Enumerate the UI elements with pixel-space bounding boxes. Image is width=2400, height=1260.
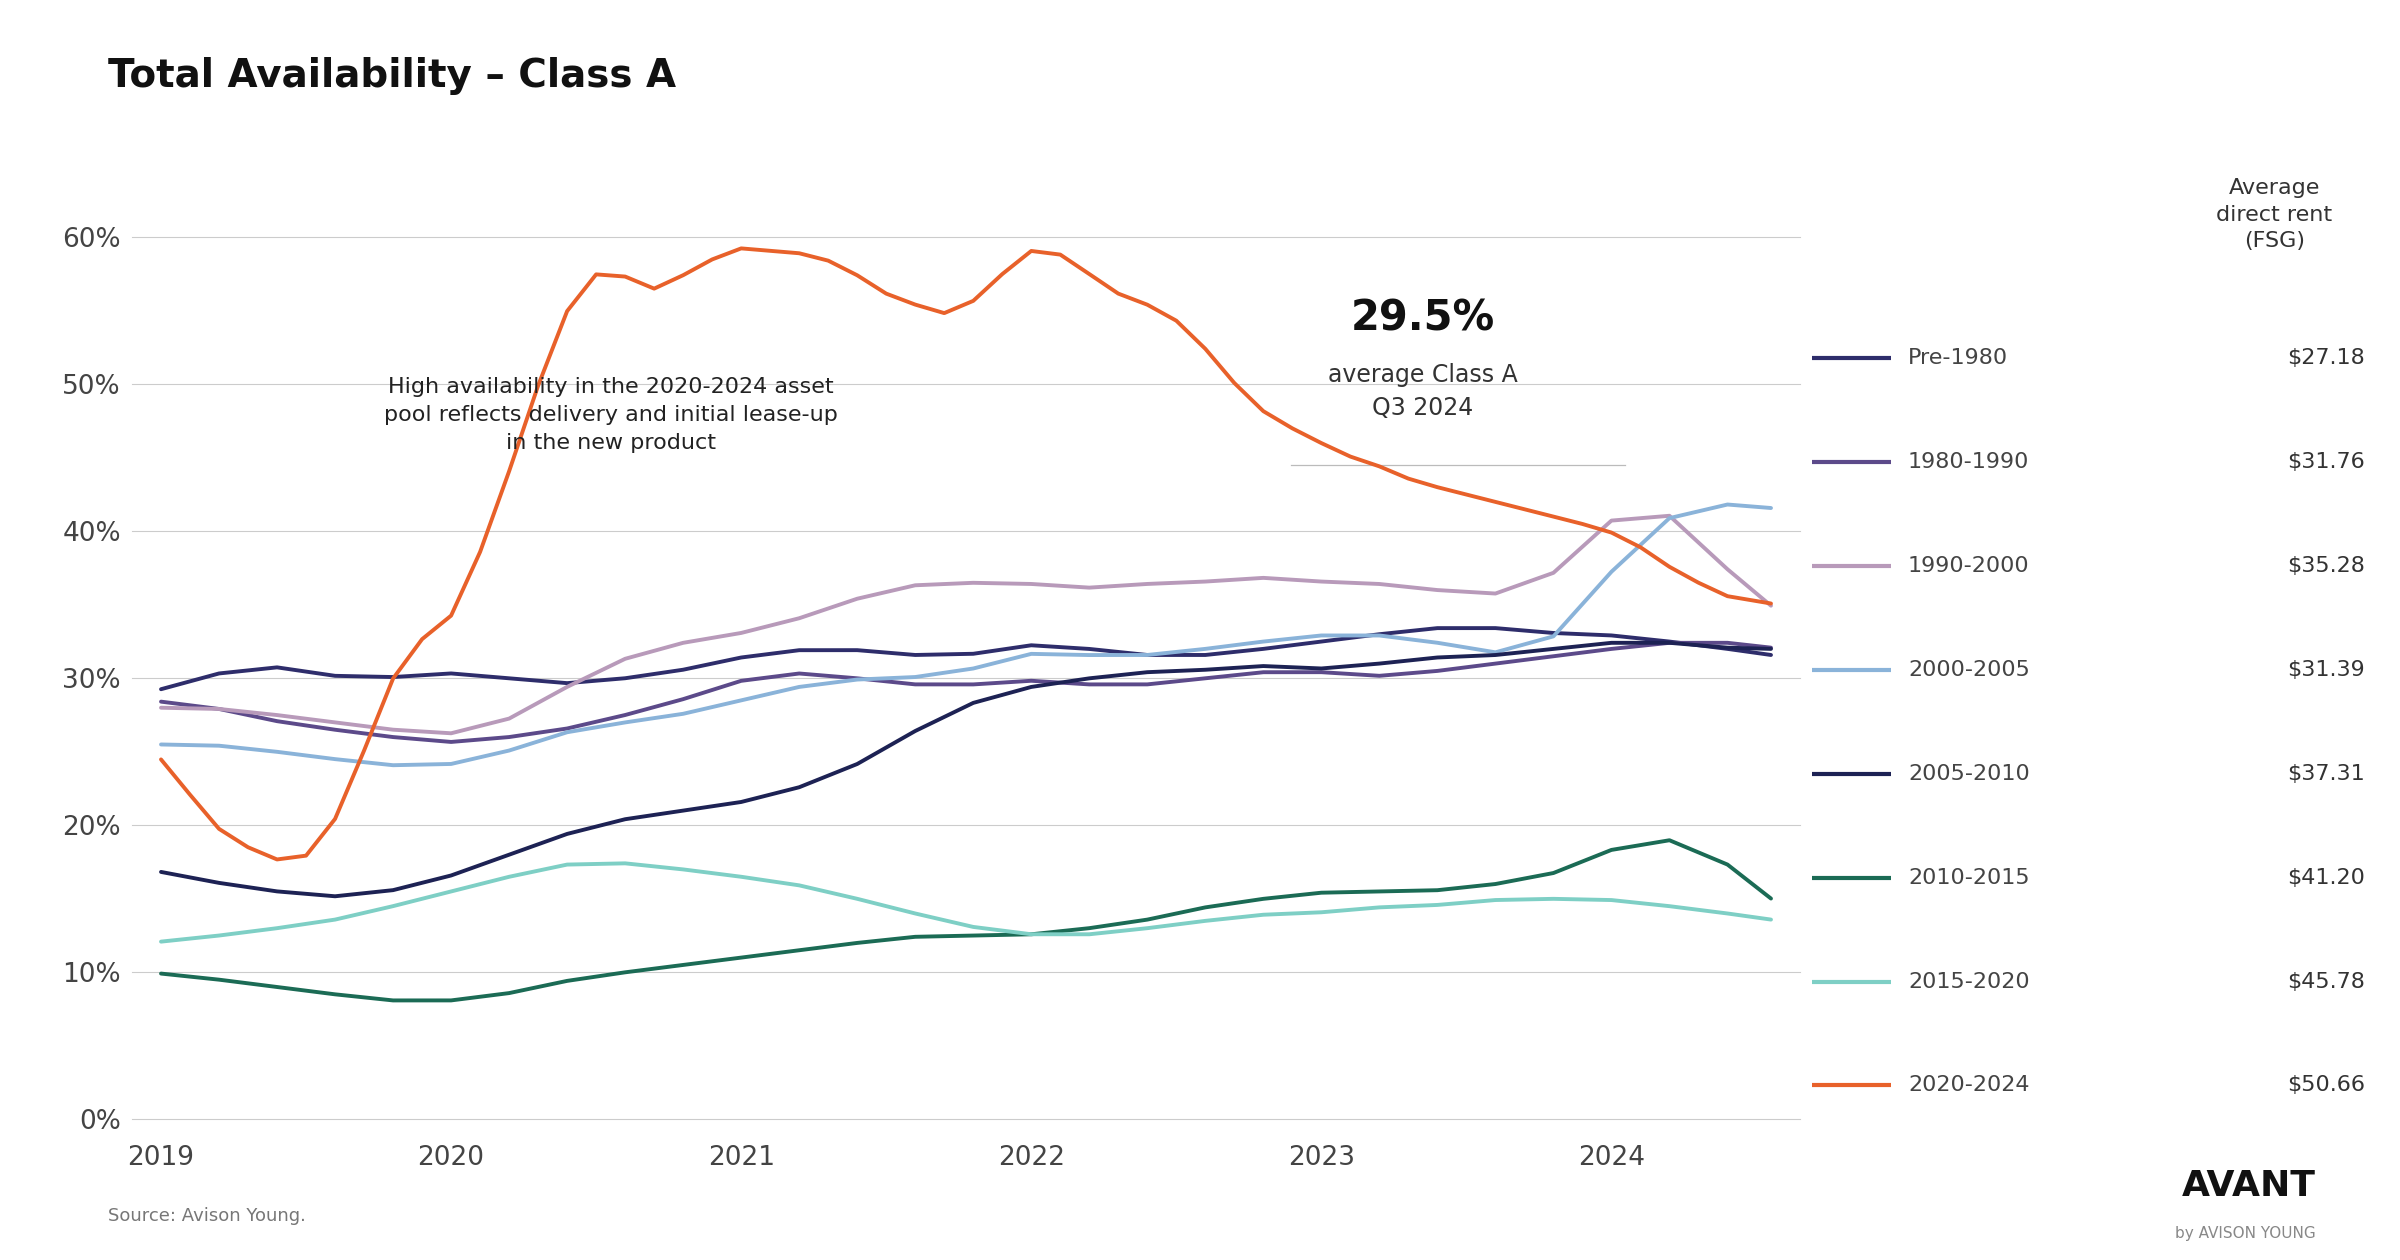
Text: 29.5%: 29.5% [1351, 297, 1495, 339]
Text: $31.39: $31.39 [2287, 660, 2364, 679]
Text: $31.76: $31.76 [2287, 452, 2364, 471]
Text: Source: Avison Young.: Source: Avison Young. [108, 1207, 305, 1225]
Text: Average
direct rent
(FSG): Average direct rent (FSG) [2218, 179, 2333, 251]
Text: 2010-2015: 2010-2015 [1908, 868, 2030, 887]
Text: 1980-1990: 1980-1990 [1908, 452, 2030, 471]
Text: by AVISON YOUNG: by AVISON YOUNG [2174, 1226, 2316, 1241]
Text: High availability in the 2020-2024 asset
pool reflects delivery and initial leas: High availability in the 2020-2024 asset… [384, 377, 838, 452]
Text: average Class A
Q3 2024: average Class A Q3 2024 [1327, 363, 1517, 421]
Text: Pre-1980: Pre-1980 [1908, 348, 2009, 368]
Text: $27.18: $27.18 [2287, 348, 2364, 368]
Text: $45.78: $45.78 [2287, 971, 2364, 992]
Text: 1990-2000: 1990-2000 [1908, 556, 2030, 576]
Text: AVANT: AVANT [2182, 1169, 2316, 1203]
Text: $37.31: $37.31 [2287, 764, 2364, 784]
Text: $41.20: $41.20 [2287, 868, 2364, 887]
Text: 2015-2020: 2015-2020 [1908, 971, 2030, 992]
Text: 2020-2024: 2020-2024 [1908, 1076, 2030, 1095]
Text: 2000-2005: 2000-2005 [1908, 660, 2030, 679]
Text: Total Availability – Class A: Total Availability – Class A [108, 57, 677, 94]
Text: $50.66: $50.66 [2287, 1076, 2364, 1095]
Text: $35.28: $35.28 [2287, 556, 2364, 576]
Text: 2005-2010: 2005-2010 [1908, 764, 2030, 784]
